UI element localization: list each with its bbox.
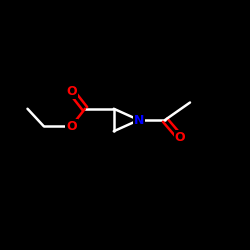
Text: O: O [66,120,76,133]
Text: O: O [66,85,76,98]
Text: N: N [134,114,144,126]
Text: O: O [175,131,185,144]
